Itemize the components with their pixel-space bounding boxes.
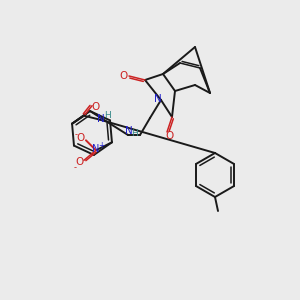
Text: O: O: [165, 131, 173, 141]
Text: N: N: [154, 94, 162, 104]
Text: O: O: [76, 157, 84, 167]
Text: -: -: [74, 130, 77, 139]
Text: N: N: [97, 114, 105, 124]
Text: N: N: [92, 144, 100, 154]
Text: -: -: [74, 163, 76, 172]
Text: +: +: [98, 141, 104, 150]
Text: O: O: [77, 133, 85, 143]
Text: O: O: [120, 71, 128, 81]
Text: H: H: [132, 128, 138, 137]
Text: H: H: [104, 111, 110, 120]
Text: O: O: [91, 102, 99, 112]
Text: N: N: [125, 126, 133, 136]
